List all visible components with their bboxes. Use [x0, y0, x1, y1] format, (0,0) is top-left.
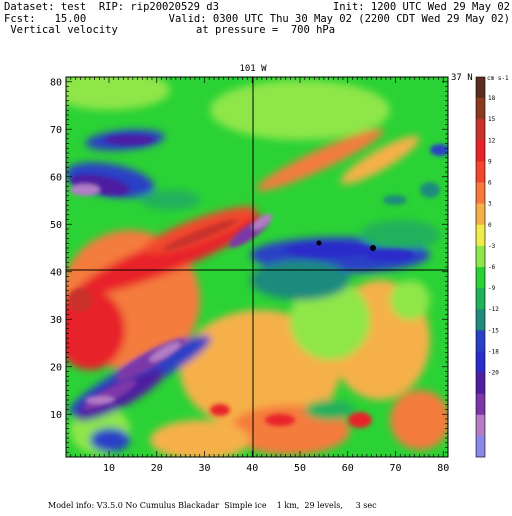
latitude-label: 37 N: [451, 73, 473, 83]
dataset-label: Dataset: test RIP: rip20020529 d3: [4, 1, 219, 13]
x-axis: 10 20 30 40 50 60 70 80: [65, 77, 449, 474]
model-info-footer: Model info: V3.5.0 No Cumulus Blackadar …: [48, 501, 377, 510]
colorbar-swatch: [476, 435, 485, 458]
colorbar-swatch: [476, 119, 485, 141]
colorbar-label: 18: [488, 95, 496, 102]
colorbar-swatch: [476, 330, 485, 352]
colorbar-label: -6: [488, 264, 496, 271]
y-tick-label: 10: [50, 410, 62, 421]
colorbar-swatch: [476, 309, 485, 331]
colorbar: 18 15 12 9 6 3 0 -3 -6 -9 -12 -15 -18 -20: [475, 76, 499, 458]
longitude-label: 101 W: [239, 64, 267, 74]
y-tick-label: 30: [50, 315, 62, 326]
colorbar-swatch: [476, 267, 485, 289]
y-tick-label: 80: [50, 77, 62, 88]
colorbar-swatch: [476, 140, 485, 162]
colorbar-frame: [475, 76, 486, 458]
x-tick-label: 40: [246, 463, 258, 474]
colorbar-swatch: [476, 393, 485, 416]
colorbar-label: -3: [488, 243, 496, 250]
y-tick-label: 60: [50, 172, 62, 183]
colorbar-label: -12: [488, 306, 499, 313]
vertical-velocity-field: [66, 77, 448, 457]
station-dot: [316, 240, 322, 246]
forecast-time-label: Fcst: 15.00: [4, 13, 87, 25]
y-tick-label: 40: [50, 267, 62, 278]
x-tick-label: 50: [294, 463, 306, 474]
colorbar-label: 15: [488, 116, 496, 123]
colorbar-swatch: [476, 372, 485, 394]
field-name-label: Vertical velocity: [4, 24, 118, 36]
colorbar-label: 3: [488, 201, 492, 208]
colorbar-label: -9: [488, 285, 496, 292]
x-tick-label: 30: [198, 463, 210, 474]
colorbar-swatch: [476, 245, 485, 268]
colorbar-label: 6: [488, 180, 492, 187]
colorbar-label: -15: [488, 327, 499, 334]
colorbar-label: -18: [488, 348, 499, 355]
valid-time-label: Valid: 0300 UTC Thu 30 May 02 (2200 CDT …: [168, 13, 510, 25]
colorbar-swatch: [476, 288, 485, 310]
y-tick-label: 50: [50, 220, 62, 231]
colorbar-swatch: [476, 77, 485, 99]
x-tick-label: 70: [389, 463, 401, 474]
y-tick-label: 20: [50, 362, 62, 373]
colorbar-label: -20: [488, 370, 499, 377]
colorbar-swatch: [476, 98, 485, 120]
pressure-level-label: at pressure = 700 hPa: [196, 24, 336, 36]
y-tick-label: 70: [50, 125, 62, 136]
colorbar-label: 0: [488, 222, 492, 229]
colorbar-swatch: [476, 224, 485, 247]
colorbar-units: cm s-1: [487, 75, 509, 82]
colorbar-swatch: [476, 351, 485, 373]
init-time-label: Init: 1200 UTC Wed 29 May 02: [332, 1, 510, 13]
x-tick-label: 20: [151, 463, 163, 474]
colorbar-swatch: [476, 414, 485, 437]
y-axis: 10 20 30 40 50 60 70 80: [50, 76, 448, 458]
colorbar-swatch: [476, 203, 485, 226]
x-tick-label: 60: [342, 463, 354, 474]
x-tick-label: 80: [437, 463, 449, 474]
station-dot: [370, 245, 376, 251]
x-tick-label: 10: [103, 463, 115, 474]
colorbar-label: 9: [488, 158, 492, 165]
colorbar-label: 12: [488, 137, 496, 144]
colorbar-swatch: [476, 161, 485, 183]
colorbar-swatch: [476, 182, 485, 204]
